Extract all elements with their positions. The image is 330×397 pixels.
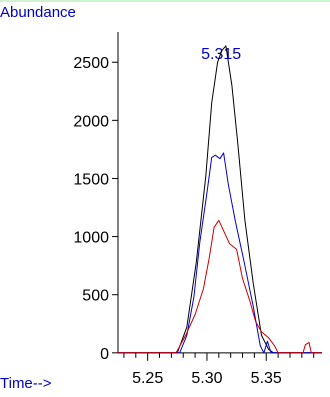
y-tick-label: 500 (82, 288, 109, 305)
series-line-2 (118, 152, 322, 354)
y-axis-label: Abundance (0, 4, 76, 21)
y-tick-label: 2000 (73, 113, 109, 130)
peak-annotation: 5.315 (201, 46, 241, 63)
series-layer (118, 45, 322, 354)
y-tick-label: 1000 (73, 230, 109, 247)
series-line-1 (118, 45, 322, 354)
y-tick-label: 1500 (73, 171, 109, 188)
y-tick-label: 0 (100, 346, 109, 363)
x-tick-label: 5.30 (191, 370, 222, 387)
x-tick-label: 5.25 (132, 370, 163, 387)
axes-layer: 0 500 1000 1500 2000 2500 5.25 5.30 5.35 (73, 32, 322, 387)
series-line-3 (118, 219, 322, 354)
x-axis-label: Time--> (0, 375, 52, 392)
x-tick-label: 5.35 (251, 370, 282, 387)
y-tick-label: 2500 (73, 55, 109, 72)
